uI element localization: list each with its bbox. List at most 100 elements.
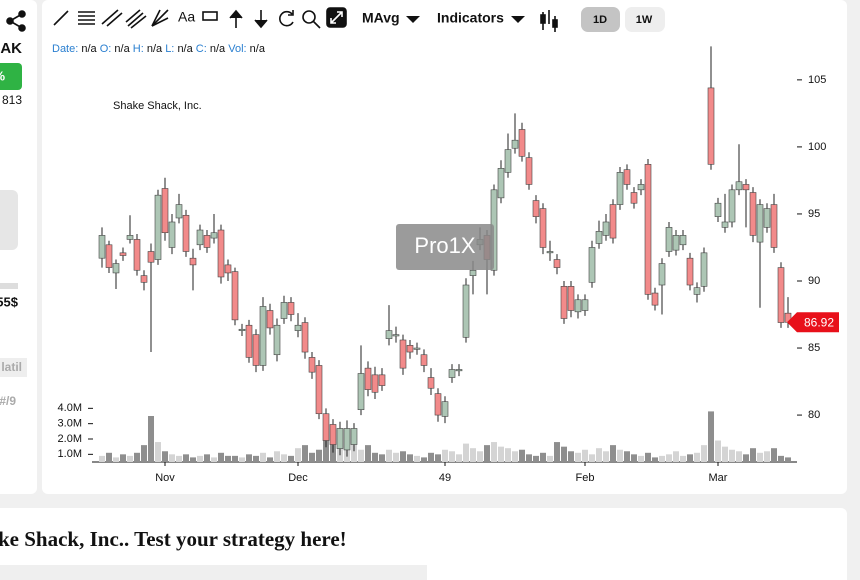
ohlc-legend: Date: n/a O: n/a H: n/a L: n/a C: n/a Vo… <box>52 43 266 55</box>
candle-body <box>266 310 274 329</box>
volume-bar <box>722 446 728 462</box>
divider <box>0 283 18 289</box>
volume-bar <box>351 442 357 462</box>
candle-body <box>231 271 239 321</box>
candle-body <box>294 324 302 331</box>
plot: 80 85 90 95 100 105 Nov Dec 49 Feb Mar 1.0M 2.0M 3.0M… <box>58 46 826 484</box>
volume-bar <box>372 452 378 462</box>
price: 813 <box>2 93 22 107</box>
volume-bar <box>309 452 315 462</box>
volume-bar <box>687 454 693 462</box>
volume-bar <box>295 448 301 462</box>
tab-label: latil <box>1 360 22 374</box>
indicators-menu[interactable]: Indicators <box>437 10 504 26</box>
mavg-menu[interactable]: MAvg <box>362 10 400 26</box>
volume-tick-label: 3.0M <box>58 418 82 430</box>
volume-bar <box>267 457 273 462</box>
volume-bar <box>414 455 420 462</box>
legend-value: n/a <box>81 43 97 55</box>
volume-bar <box>449 451 455 462</box>
volume-bar <box>743 454 749 462</box>
candle-body <box>651 292 659 306</box>
candle-body <box>133 239 141 271</box>
volume-bar <box>99 455 105 462</box>
candle-body <box>378 374 386 386</box>
footer-heading: ke Shack, Inc.. Test your strategy here! <box>0 527 347 551</box>
range-button-active[interactable] <box>581 7 620 32</box>
volume-bar <box>274 451 280 462</box>
candle-body <box>714 202 722 217</box>
change-badge <box>0 63 22 90</box>
volume-bar <box>197 455 203 462</box>
volume-bar <box>778 455 784 462</box>
legend-key: O: <box>100 43 112 55</box>
volume-bar <box>596 448 602 462</box>
volume-bar <box>652 457 658 462</box>
volume-bar <box>785 457 791 462</box>
candle-body <box>280 302 288 319</box>
candle-body <box>196 229 204 246</box>
volume-bar <box>246 454 252 462</box>
volume-bar <box>155 442 161 462</box>
sidebar-button[interactable] <box>0 190 18 250</box>
volume-bar <box>456 454 462 462</box>
y-tick-label: 95 <box>808 208 820 220</box>
volume-bar <box>694 452 700 462</box>
candle-body <box>441 401 449 417</box>
volume-bar <box>729 449 735 462</box>
tab[interactable] <box>0 358 27 377</box>
volume-bar <box>330 443 336 462</box>
volume-bar <box>106 452 112 462</box>
volume-bar <box>673 451 679 462</box>
volume-bar <box>463 443 469 462</box>
x-tick-label: Feb <box>576 472 595 484</box>
volume-bar <box>218 452 224 462</box>
volume-bar <box>232 455 238 462</box>
volume-bar <box>659 455 665 462</box>
y-tick-label: 85 <box>808 342 820 354</box>
candle-body <box>357 373 365 411</box>
volume-bar <box>638 455 644 462</box>
volume-bar <box>631 454 637 462</box>
y-tick-label: 90 <box>808 275 820 287</box>
share-icon[interactable] <box>6 10 26 32</box>
candle-body <box>609 204 617 239</box>
range-label: 1D <box>593 14 607 26</box>
candle-body <box>343 428 351 451</box>
candle-body <box>567 286 575 311</box>
volume-bar <box>442 449 448 462</box>
candle-body <box>616 172 624 205</box>
volume-bar <box>176 455 182 462</box>
candle-body <box>399 339 407 369</box>
candle-body <box>112 263 120 274</box>
candle-body <box>637 184 645 191</box>
candle-body <box>630 192 638 204</box>
candle-body <box>224 264 232 274</box>
candle-body <box>707 87 715 165</box>
volume-bar <box>239 457 245 462</box>
candle-body <box>273 324 281 356</box>
volume-bar <box>288 455 294 462</box>
candle-body <box>525 157 533 185</box>
legend-key: L: <box>165 43 174 55</box>
candle-body <box>168 221 176 248</box>
range-button[interactable] <box>625 7 665 32</box>
y-tick-label: 105 <box>808 74 826 86</box>
footer-panel <box>0 508 847 580</box>
candle-body <box>413 347 421 350</box>
candle-body <box>406 345 414 353</box>
legend-value: n/a <box>250 43 266 55</box>
candle-body <box>560 286 568 319</box>
candle-body <box>259 306 267 366</box>
toolbar-icons[interactable] <box>53 7 558 32</box>
volume-bar <box>715 440 721 462</box>
volume-bar <box>533 455 539 462</box>
text-tool[interactable]: Aa <box>178 9 195 25</box>
volume-bar <box>561 446 567 462</box>
candle-body <box>301 322 309 353</box>
ticker: AK <box>0 40 22 57</box>
volume-bar <box>547 455 553 462</box>
volume-bar <box>169 454 175 462</box>
candle-body <box>140 275 148 283</box>
